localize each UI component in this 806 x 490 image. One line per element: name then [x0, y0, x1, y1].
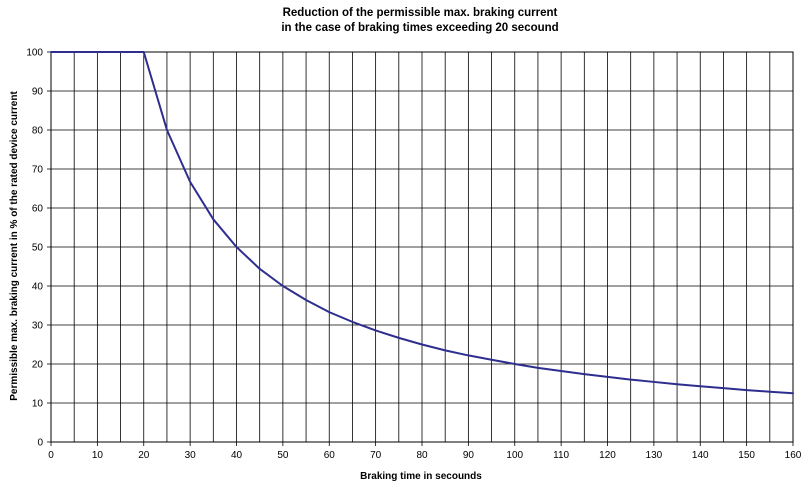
- y-tick-label: 30: [32, 321, 44, 332]
- y-tick-label: 10: [32, 399, 44, 410]
- x-tick-label: 100: [506, 450, 523, 461]
- y-tick-label: 100: [26, 48, 43, 59]
- series: [50, 51, 794, 395]
- x-tick-label: 90: [463, 450, 475, 461]
- y-tick-label: 60: [32, 204, 44, 215]
- x-tick-label: 0: [48, 450, 54, 461]
- x-tick-label: 60: [324, 450, 336, 461]
- x-tick-label: 10: [92, 450, 104, 461]
- y-tick-label: 80: [32, 126, 44, 137]
- x-tick-label: 50: [277, 450, 289, 461]
- x-tick-label: 160: [785, 450, 802, 461]
- y-tick-label: 40: [32, 282, 44, 293]
- y-tick-label: 50: [32, 243, 44, 254]
- x-axis-label: Braking time in secounds: [360, 471, 482, 482]
- x-tick-label: 150: [738, 450, 755, 461]
- y-axis-label: Permissible max. braking current in % of…: [9, 91, 20, 401]
- y-tick-label: 20: [32, 360, 44, 371]
- x-tick-label: 40: [231, 450, 243, 461]
- x-tick-label: 110: [553, 450, 569, 461]
- y-tick-label: 70: [32, 165, 44, 176]
- x-tick-label: 20: [138, 450, 150, 461]
- x-tick-label: 80: [416, 450, 428, 461]
- x-axis-ticks: 0 10 20 30 40 50 60 70 80 90 100 110 120 130 140 150 160: [48, 442, 802, 461]
- series-line: [50, 51, 794, 395]
- x-tick-label: 130: [646, 450, 663, 461]
- y-tick-label: 0: [37, 438, 43, 449]
- y-axis-ticks: 0 10 20 30 40 50 60 70 80 90 100: [26, 48, 51, 449]
- chart-title-line-1: Reduction of the permissible max. brakin…: [283, 7, 558, 19]
- x-tick-label: 120: [599, 450, 616, 461]
- x-tick-label: 30: [185, 450, 197, 461]
- y-tick-label: 90: [32, 87, 44, 98]
- x-tick-label: 70: [370, 450, 382, 461]
- x-tick-label: 140: [692, 450, 709, 461]
- grid: [50, 51, 794, 443]
- chart-title-line-2: in the case of braking times exceeding 2…: [281, 22, 558, 34]
